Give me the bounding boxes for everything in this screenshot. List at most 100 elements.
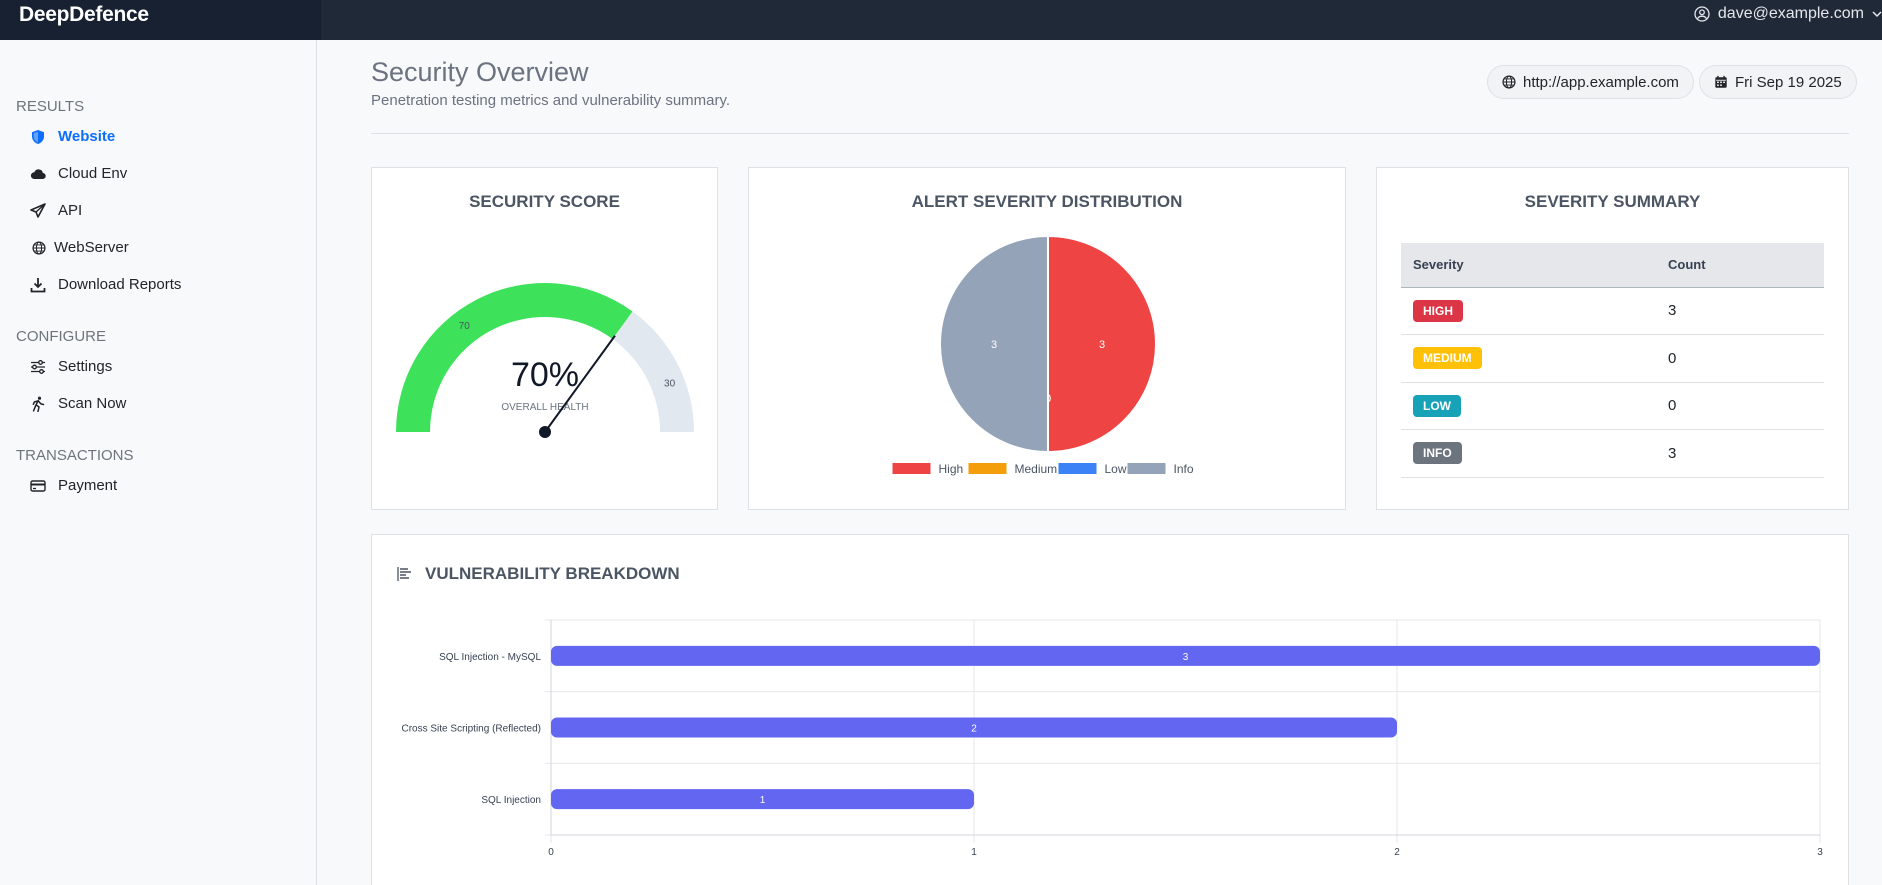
sidebar-section-transactions: TRANSACTIONS [16, 447, 134, 464]
user-circle-icon [1694, 6, 1710, 22]
table-row: LOW 0 [1401, 382, 1824, 430]
x-tick-label: 2 [1394, 847, 1400, 858]
table-header-row: Severity Count [1401, 243, 1824, 288]
severity-badge-high: HIGH [1413, 299, 1463, 322]
severity-badge-medium: MEDIUM [1413, 347, 1482, 370]
gauge-remaining-arc [612, 311, 694, 432]
severity-count: 3 [1656, 429, 1824, 478]
user-email: dave@example.com [1717, 5, 1864, 22]
vulnerability-bar-chart: 0 1 2 3 SQL Injection - MySQL 3 Cross Site Scr… [402, 619, 1823, 858]
sidebar-item-label: Cloud Env [58, 165, 128, 182]
table-row: MEDIUM 0 [1401, 334, 1824, 383]
table-row: INFO 3 [1401, 429, 1824, 478]
alert-severity-distribution-card: ALERT SEVERITY DISTRIBUTION 3003HighMedi… [748, 167, 1346, 510]
sidebar-item-settings[interactable]: Settings [30, 358, 112, 375]
legend-label: Info [1174, 462, 1194, 476]
target-url-pill[interactable]: http://app.example.com [1487, 65, 1694, 99]
chevron-down-icon [1872, 11, 1882, 18]
bar-value-label: 1 [760, 795, 766, 806]
legend-item-medium[interactable]: Medium [968, 462, 1058, 476]
severity-pie-chart: 3003HighMediumLowInfo [892, 234, 1194, 476]
bar-value-label: 2 [971, 724, 977, 735]
bar-chart-icon [397, 567, 411, 581]
y-category-label: SQL Injection - MySQL [439, 652, 541, 663]
score-caption: OVERALL HEALTH [501, 402, 588, 413]
x-tick-label: 3 [1817, 847, 1823, 858]
sidebar-item-cloud-env[interactable]: Cloud Env [30, 165, 127, 182]
card-title: ALERT SEVERITY DISTRIBUTION [911, 192, 1183, 211]
sidebar-item-download-reports[interactable]: Download Reports [30, 276, 181, 293]
breakdown-title: VULNERABILITY BREAKDOWN [425, 564, 680, 583]
bar[interactable] [551, 717, 1397, 738]
legend-item-low[interactable]: Low [1058, 462, 1127, 476]
score-value: 70% [511, 356, 579, 394]
x-tick-label: 1 [971, 847, 977, 858]
header-divider [371, 133, 1849, 134]
legend-label: Low [1105, 462, 1127, 476]
calendar-icon [1715, 75, 1727, 88]
column-header-count: Count [1656, 243, 1824, 288]
date-pill[interactable]: Fri Sep 19 2025 [1699, 65, 1857, 99]
gauge-pivot [539, 426, 551, 438]
credit-card-icon [30, 479, 46, 492]
shield-icon [32, 129, 44, 144]
sidebar-item-scan-now[interactable]: Scan Now [30, 395, 126, 412]
sidebar-item-label: Payment [58, 477, 118, 494]
severity-count: 0 [1656, 334, 1824, 383]
sidebar-item-payment[interactable]: Payment [30, 477, 117, 494]
pie-slice-info[interactable] [939, 234, 1049, 454]
cloud-icon [30, 168, 46, 179]
y-category-label: SQL Injection [481, 795, 541, 806]
top-navbar: DeepDefence dave@example.com [0, 0, 1882, 40]
sidebar-section-results: RESULTS [16, 98, 85, 115]
legend-item-high[interactable]: High [892, 462, 964, 476]
report-date: Fri Sep 19 2025 [1735, 73, 1842, 91]
sidebar-item-label: Download Reports [58, 276, 182, 293]
legend-label: High [939, 462, 964, 476]
bar[interactable] [551, 645, 1820, 666]
legend-swatch [892, 463, 931, 474]
send-icon [30, 202, 46, 218]
page-subtitle: Penetration testing metrics and vulnerab… [371, 92, 731, 109]
gauge-score-label: 70 [459, 321, 471, 332]
page-title: Security Overview [371, 57, 589, 87]
download-icon [30, 277, 46, 292]
sidebar-item-label: Settings [58, 358, 113, 375]
sidebar-section-configure: CONFIGURE [16, 328, 106, 345]
severity-count: 0 [1656, 382, 1824, 430]
sidebar-item-label: API [58, 202, 83, 219]
pie-slice-high[interactable] [1047, 234, 1157, 454]
security-score-gauge: 70 30 70% OVERALL HEALTH [396, 283, 694, 438]
severity-count: 3 [1656, 287, 1824, 335]
gauge-needle [544, 335, 616, 433]
sidebar-item-label: Scan Now [58, 395, 127, 412]
bar[interactable] [551, 789, 974, 810]
y-category-label: Cross Site Scripting (Reflected) [402, 724, 542, 735]
user-menu[interactable]: dave@example.com [1694, 5, 1882, 23]
table-row: HIGH 3 [1401, 287, 1824, 335]
gauge-remaining-label: 30 [664, 379, 676, 390]
sidebar: RESULTS Website Cloud Env API WebServer … [0, 40, 317, 885]
brand-logo[interactable]: DeepDefence [0, 0, 321, 40]
security-score-card: SECURITY SCORE 70 30 70% OVERALL HEALTH [371, 167, 718, 510]
vulnerability-breakdown-card: VULNERABILITY BREAKDOWN 0 1 2 3 SQL Injectio… [371, 534, 1849, 885]
pie-data-label: 3 [991, 339, 997, 351]
x-tick-label: 0 [548, 847, 554, 858]
gauge-fill-arc [396, 283, 633, 432]
globe-icon [32, 240, 46, 255]
sidebar-item-website[interactable]: Website [30, 128, 115, 145]
pie-data-label: 3 [1099, 339, 1105, 351]
severity-table: Severity Count HIGH 3 MEDIUM 0 LOW 0 [1401, 243, 1824, 478]
card-title: SECURITY SCORE [469, 192, 620, 211]
legend-item-info[interactable]: Info [1127, 462, 1194, 476]
sidebar-item-webserver[interactable]: WebServer [32, 239, 129, 256]
legend-label: Medium [1015, 462, 1058, 476]
sidebar-item-api[interactable]: API [30, 202, 82, 219]
legend-swatch [968, 463, 1007, 474]
column-header-severity: Severity [1401, 243, 1656, 288]
target-url: http://app.example.com [1523, 73, 1679, 91]
sidebar-item-label: WebServer [54, 239, 129, 256]
card-title: SEVERITY SUMMARY [1524, 192, 1701, 211]
breakdown-header: VULNERABILITY BREAKDOWN [397, 564, 680, 584]
globe-icon [1502, 75, 1516, 89]
